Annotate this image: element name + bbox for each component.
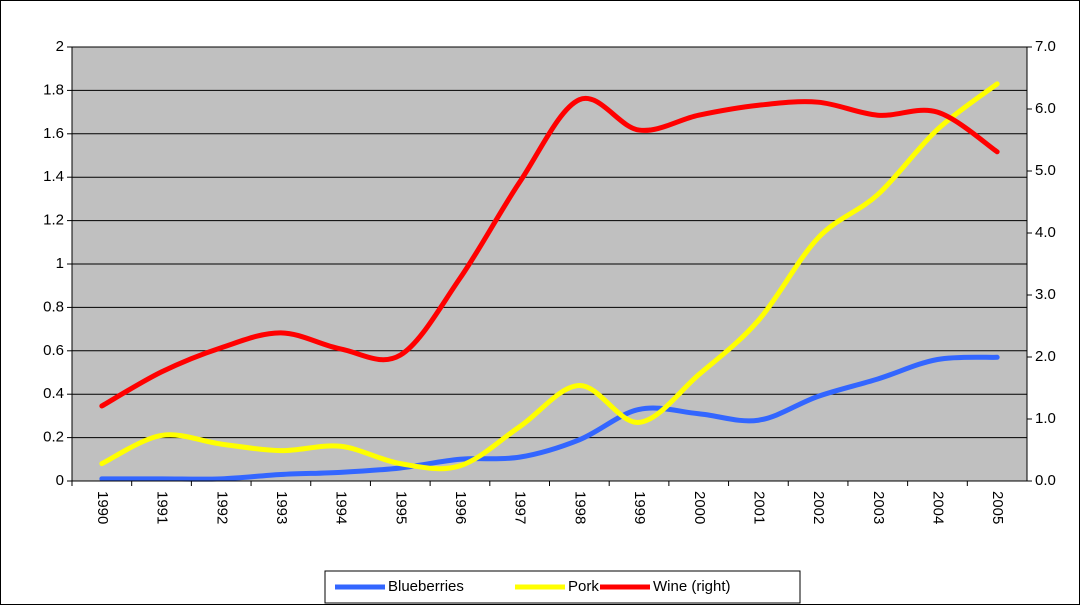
x-tick-label: 1997 [512,491,529,524]
lines [99,81,1000,482]
x-tick-label: 2004 [930,491,947,524]
y-tick-label: 1.8 [43,81,64,98]
y2-tick-label: 7.0 [1035,38,1056,55]
y2-tick-label: 4.0 [1035,224,1056,241]
y-tick-label: 0.2 [43,429,64,446]
y2-tick-label: 6.0 [1035,100,1056,117]
series-line [99,354,1000,482]
y-tick-label: 1.6 [43,125,64,142]
x-tick-label: 1993 [273,491,290,524]
y2-tick-label: 5.0 [1035,162,1056,179]
x-tick-label: 2005 [989,491,1006,524]
y-tick-label: 1 [56,255,64,272]
legend-label: Blueberries [388,578,464,595]
x-tick-label: 2001 [750,491,767,524]
y-tick-label: 0 [56,472,64,489]
x-tick-label: 1992 [213,491,230,524]
y2-tick-label: 0.0 [1035,472,1056,489]
x-tick-label: 1995 [392,491,409,524]
y-tick-label: 2 [56,38,64,55]
y-tick-label: 1.4 [43,168,64,185]
y2-tick-label: 2.0 [1035,348,1056,365]
x-tick-label: 2002 [810,491,827,524]
y-tick-label: 0.6 [43,342,64,359]
x-tick-label: 1996 [452,491,469,524]
x-tick-label: 2003 [870,491,887,524]
y-tick-label: 0.4 [43,385,64,402]
series-line [99,81,1000,472]
x-tick-label: 2000 [691,491,708,524]
y2-tick-label: 1.0 [1035,410,1056,427]
y-tick-label: 0.8 [43,298,64,315]
x-tick-label: 1990 [94,491,111,524]
x-tick-label: 1994 [333,491,350,524]
series-line [99,95,1000,409]
x-tick-label: 1991 [154,491,171,524]
y2-tick-label: 3.0 [1035,286,1056,303]
x-tick-label: 1998 [571,491,588,524]
y-tick-label: 1.2 [43,212,64,229]
legend-label: Wine (right) [653,578,731,595]
x-tick-label: 1999 [631,491,648,524]
legend-label: Pork [568,578,599,595]
